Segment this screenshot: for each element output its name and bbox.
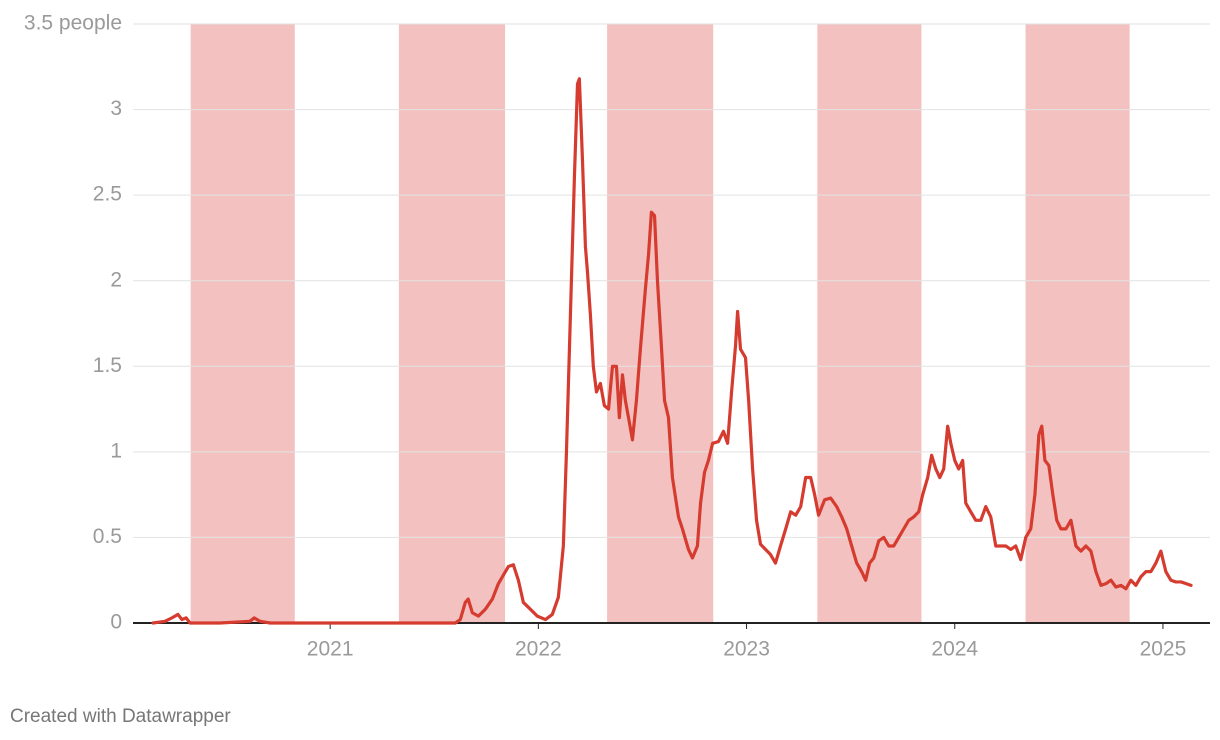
shaded-band xyxy=(1025,24,1130,623)
x-tick-label: 2024 xyxy=(931,638,978,661)
grid: 0 0.5 1 1.5 2 2.5 3 3.5 people 2021 2022 2023 2024 2… xyxy=(24,12,1210,661)
shaded-band xyxy=(817,24,922,623)
x-tick-label: 2022 xyxy=(515,638,562,661)
y-tick-label: 0.5 xyxy=(93,525,122,548)
shaded-band xyxy=(190,24,295,623)
y-tick-label: 1.5 xyxy=(93,354,122,377)
x-tick-label: 2021 xyxy=(307,638,354,661)
shaded-band xyxy=(398,24,506,623)
y-tick-label: 3 xyxy=(110,97,122,120)
y-tick-label: 0 xyxy=(110,611,122,634)
bands xyxy=(190,24,1130,623)
line xyxy=(151,77,1193,625)
y-tick-label: 1 xyxy=(110,439,122,462)
y-tick-label: 2.5 xyxy=(93,183,122,206)
plot xyxy=(151,77,1193,625)
x-tick-label: 2023 xyxy=(723,638,770,661)
y-tick-label: 3.5 people xyxy=(24,12,122,35)
x-tick-label: 2025 xyxy=(1140,638,1187,661)
footer: Created with Datawrapper xyxy=(10,706,231,727)
y-tick-label: 2 xyxy=(110,268,122,291)
